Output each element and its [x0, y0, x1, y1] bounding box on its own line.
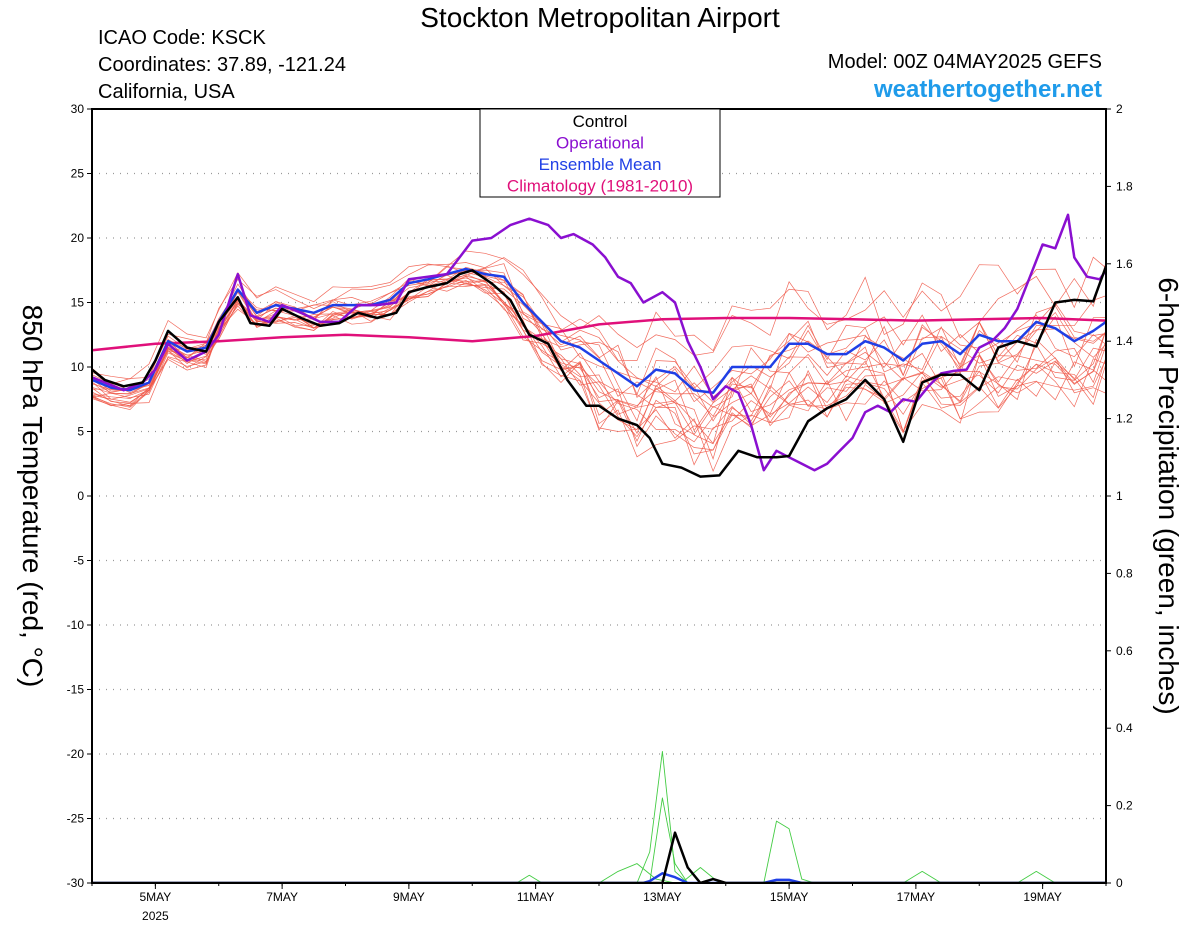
- precip-member-line: [92, 870, 1106, 883]
- y-right-tick-label: 1.4: [1116, 334, 1133, 348]
- y-left-tick-label: 25: [71, 167, 85, 181]
- y-right-tick-label: 0: [1116, 876, 1123, 890]
- x-tick-label: 9MAY: [393, 890, 425, 904]
- precip-control-line: [92, 831, 1106, 883]
- precip-member-line: [92, 863, 1106, 883]
- x-tick-label: 19MAY: [1023, 890, 1061, 904]
- y-left-tick-label: 15: [71, 296, 85, 310]
- plot-area: [92, 213, 1106, 883]
- y-left-tick-label: 10: [71, 360, 85, 374]
- legend-item: Operational: [556, 134, 644, 153]
- precip-member-line: [92, 797, 1106, 883]
- x-tick-label: 13MAY: [643, 890, 681, 904]
- y-right-tick-label: 1.6: [1116, 257, 1133, 271]
- x-tick-year-label: 2025: [142, 909, 169, 923]
- y-left-tick-label: 20: [71, 231, 85, 245]
- climatology-line: [92, 316, 1106, 352]
- precip-member-line: [92, 867, 1106, 883]
- ensemble-mean-line: [92, 267, 1106, 395]
- x-tick-label: 17MAY: [897, 890, 935, 904]
- ensemble-member-line: [92, 257, 1106, 385]
- ensemble-member-line: [92, 273, 1106, 408]
- legend-item: Control: [573, 112, 628, 131]
- y-left-tick-label: -20: [67, 747, 85, 761]
- model-run: Model: 00Z 04MAY2025 GEFS: [827, 51, 1102, 73]
- ensemble-member-line: [92, 280, 1106, 443]
- y-left-tick-label: 5: [77, 425, 84, 439]
- y-right-tick-label: 0.4: [1116, 721, 1133, 735]
- legend-item: Ensemble Mean: [539, 155, 662, 174]
- ensemble-member-line: [92, 250, 1106, 380]
- precip-member-line: [92, 874, 1106, 883]
- legend-box: [479, 108, 721, 198]
- y-left-tick-label: -10: [67, 618, 85, 632]
- ensemble-member-line: [92, 274, 1106, 435]
- y-left-tick-label: -30: [67, 876, 85, 890]
- precip-member-line: [92, 820, 1106, 883]
- y-right-tick-label: 0.2: [1116, 799, 1133, 813]
- legend-item: Climatology (1981-2010): [507, 177, 693, 196]
- x-tick-label: 5MAY: [139, 890, 171, 904]
- y-right-tick-label: 0.8: [1116, 566, 1133, 580]
- chart-title: Stockton Metropolitan Airport: [420, 2, 780, 33]
- precip-mean-line: [92, 872, 1106, 883]
- y-right-tick-label: 1.2: [1116, 412, 1133, 426]
- x-tick-label: 15MAY: [770, 890, 808, 904]
- ensemble-member-line: [92, 263, 1106, 398]
- y-left-tick-label: -25: [67, 812, 85, 826]
- brand-link[interactable]: weathertogether.net: [873, 76, 1102, 103]
- coordinates: Coordinates: 37.89, -121.24: [98, 54, 346, 76]
- precip-member-line: [92, 870, 1106, 883]
- precip-member-line: [92, 750, 1106, 883]
- region: California, USA: [98, 81, 235, 103]
- x-tick-label: 11MAY: [517, 890, 555, 904]
- ensemble-member-line: [92, 283, 1106, 466]
- operational-line: [92, 213, 1106, 472]
- ensemble-member-line: [92, 265, 1106, 399]
- icao-code: ICAO Code: KSCK: [98, 27, 266, 49]
- y-right-tick-label: 1: [1116, 489, 1123, 503]
- y-left-tick-label: 0: [77, 489, 84, 503]
- control-line: [92, 265, 1106, 478]
- x-tick-label: 7MAY: [266, 890, 298, 904]
- y-right-tick-label: 0.6: [1116, 644, 1133, 658]
- y-right-tick-label: 1.8: [1116, 179, 1133, 193]
- y-left-tick-label: 30: [71, 102, 85, 116]
- y-right-tick-label: 2: [1116, 102, 1123, 116]
- ensemble-member-line: [92, 269, 1106, 445]
- y-left-tick-label: -5: [73, 554, 84, 568]
- ensemble-member-line: [92, 278, 1106, 461]
- y-left-tick-label: -15: [67, 683, 85, 697]
